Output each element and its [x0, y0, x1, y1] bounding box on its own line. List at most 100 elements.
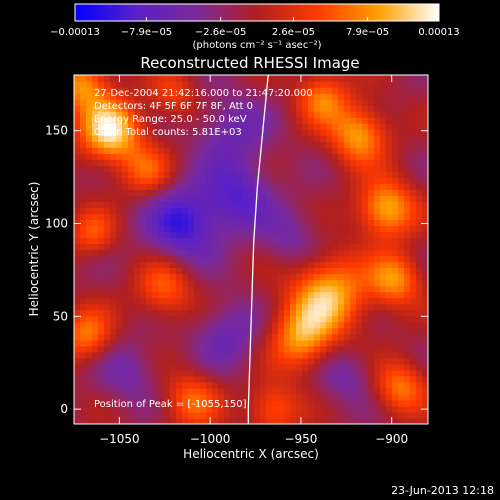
heatmap-cell — [410, 147, 417, 154]
heatmap-cell — [164, 309, 171, 317]
heatmap-cell — [176, 225, 183, 233]
heatmap-cell — [176, 195, 183, 202]
heatmap-cell — [206, 411, 213, 419]
heatmap-cell — [392, 159, 399, 166]
heatmap-cell — [92, 339, 99, 347]
heatmap-cell — [344, 393, 351, 401]
heatmap-cell — [272, 111, 279, 118]
heatmap-cell — [188, 309, 195, 317]
heatmap-cell — [92, 315, 99, 323]
heatmap-cell — [182, 249, 189, 257]
heatmap-cell — [392, 225, 399, 233]
heatmap-cell — [278, 417, 285, 424]
heatmap-cell — [326, 135, 333, 142]
heatmap-cell — [350, 117, 357, 124]
heatmap-cell — [332, 321, 339, 329]
heatmap-cell — [266, 225, 273, 233]
heatmap-cell — [80, 249, 87, 257]
heatmap-cell — [356, 201, 363, 208]
heatmap-cell — [92, 171, 99, 178]
heatmap-cell — [374, 99, 381, 106]
heatmap-cell — [338, 339, 345, 347]
heatmap-cell — [314, 279, 321, 287]
heatmap-cell — [338, 153, 345, 160]
heatmap-cell — [146, 219, 153, 227]
heatmap-cell — [194, 81, 201, 88]
heatmap-cell — [128, 393, 135, 401]
heatmap-cell — [278, 135, 285, 142]
heatmap-cell — [218, 405, 225, 413]
heatmap-cell — [248, 135, 255, 142]
heatmap-cell — [164, 219, 171, 227]
heatmap-cell — [188, 177, 195, 184]
heatmap-cell — [410, 255, 417, 263]
heatmap-cell — [116, 237, 123, 245]
heatmap-cell — [362, 129, 369, 136]
heatmap-cell — [158, 243, 165, 251]
heatmap-cell — [254, 147, 261, 154]
heatmap-cell — [350, 213, 357, 221]
heatmap-cell — [362, 405, 369, 413]
heatmap-cell — [116, 303, 123, 311]
heatmap-cell — [182, 321, 189, 329]
heatmap-cell — [224, 117, 231, 124]
heatmap-cell — [98, 261, 105, 269]
heatmap-cell — [212, 267, 219, 275]
heatmap-cell — [362, 249, 369, 257]
heatmap-cell — [146, 279, 153, 287]
heatmap-cell — [320, 273, 327, 281]
heatmap-cell — [92, 387, 99, 395]
heatmap-cell — [212, 327, 219, 335]
heatmap-cell — [74, 207, 81, 214]
heatmap-cell — [212, 351, 219, 359]
heatmap-cell — [92, 129, 99, 136]
heatmap-cell — [320, 81, 327, 88]
heatmap-cell — [212, 405, 219, 413]
heatmap-cell — [260, 183, 267, 190]
heatmap-cell — [368, 393, 375, 401]
heatmap-cell — [80, 369, 87, 377]
heatmap-cell — [416, 99, 423, 106]
heatmap-cell — [206, 243, 213, 251]
heatmap-cell — [188, 243, 195, 251]
heatmap-cell — [416, 87, 423, 94]
heatmap-cell — [200, 105, 207, 112]
heatmap-cell — [386, 147, 393, 154]
heatmap-cell — [194, 399, 201, 407]
heatmap-cell — [164, 303, 171, 311]
heatmap-cell — [110, 105, 117, 112]
heatmap-cell — [230, 267, 237, 275]
heatmap-cell — [236, 417, 243, 424]
heatmap-cell — [110, 381, 117, 389]
heatmap-cell — [200, 207, 207, 214]
heatmap-cell — [188, 219, 195, 227]
heatmap-cell — [194, 249, 201, 257]
heatmap-cell — [344, 207, 351, 214]
heatmap-cell — [92, 405, 99, 413]
heatmap-cell — [80, 267, 87, 275]
heatmap-cell — [110, 129, 117, 136]
heatmap-cell — [86, 165, 93, 172]
heatmap-cell — [104, 333, 111, 341]
heatmap-cell — [134, 399, 141, 407]
heatmap-cell — [104, 321, 111, 329]
heatmap-cell — [200, 219, 207, 227]
heatmap-cell — [236, 327, 243, 335]
heatmap-cell — [302, 147, 309, 154]
heatmap-cell — [134, 225, 141, 233]
heatmap-cell — [212, 381, 219, 389]
heatmap-cell — [338, 417, 345, 424]
heatmap-cell — [392, 303, 399, 311]
heatmap-cell — [308, 159, 315, 166]
heatmap-cell — [326, 369, 333, 377]
heatmap-cell — [272, 129, 279, 136]
heatmap-cell — [308, 213, 315, 221]
heatmap-cell — [344, 225, 351, 233]
heatmap-cell — [380, 249, 387, 257]
heatmap-cell — [230, 417, 237, 424]
heatmap-cell — [398, 153, 405, 160]
heatmap-cell — [368, 81, 375, 88]
heatmap-cell — [368, 111, 375, 118]
heatmap-cell — [104, 243, 111, 251]
heatmap-cell — [368, 405, 375, 413]
